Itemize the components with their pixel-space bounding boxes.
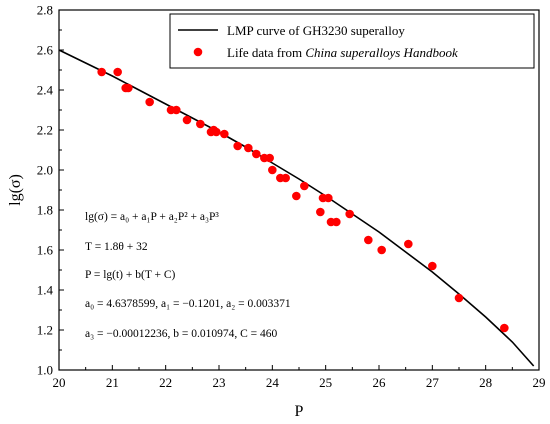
legend-label-life-data-italic: China superalloys Handbook (305, 45, 458, 60)
legend: LMP curve of GH3230 superalloy Life data… (169, 13, 535, 69)
lmp-curve-layer (58, 49, 535, 367)
life-data-point (244, 143, 253, 153)
x-tick-label: 20 (53, 375, 66, 390)
life-data-point (300, 181, 309, 191)
life-data-point (345, 209, 354, 219)
life-data-point (172, 105, 181, 115)
legend-dot-swatch (193, 47, 203, 57)
life-data-point (233, 141, 242, 151)
y-tick-label: 1.2 (37, 323, 53, 338)
y-tick-label: 2.6 (37, 43, 54, 58)
legend-label-lmp-curve: LMP curve of GH3230 superalloy (227, 23, 405, 38)
equation-coefficients-a0-a2: a₀ = 4.6378599, a₁ = −0.1201, a₂ = 0.003… (85, 298, 291, 310)
x-tick-label: 24 (266, 375, 280, 390)
life-data-point (97, 67, 106, 77)
y-tick-label: 1.8 (37, 203, 53, 218)
legend-label-life-data-prefix: Life data from (227, 45, 305, 60)
life-data-point (220, 129, 229, 139)
y-axis: 1.0 1.2 1.4 1.6 1.8 2.0 2.2 2.4 2.6 2.8 (37, 3, 64, 378)
y-axis-title: lg(σ) (7, 174, 24, 206)
life-data-point (404, 239, 413, 249)
x-tick-label: 23 (213, 375, 226, 390)
life-data-point (332, 217, 341, 227)
life-data-point (182, 115, 192, 125)
life-data-point (377, 245, 386, 255)
y-tick-label: 2.8 (37, 3, 53, 18)
equation-annotations: lg(σ) = a₀ + a₁P + a₂P² + a₃P³ T = 1.8θ … (85, 211, 291, 340)
life-data-point (268, 165, 277, 175)
equation-temperature: T = 1.8θ + 32 (85, 241, 148, 253)
y-tick-label: 1.4 (37, 283, 54, 298)
lmp-curve-line (58, 49, 535, 367)
legend-box (169, 13, 535, 69)
life-data-point (265, 153, 274, 163)
x-tick-label: 26 (373, 375, 387, 390)
y-tick-label: 2.2 (37, 123, 53, 138)
x-tick-label: 29 (533, 375, 546, 390)
life-data-point (324, 193, 333, 203)
life-data-point (292, 191, 301, 201)
life-data-point (428, 261, 437, 271)
equation-lmp-polynomial: lg(σ) = a₀ + a₁P + a₂P² + a₃P³ (85, 211, 219, 223)
life-data-point (281, 173, 290, 183)
life-data-point (196, 119, 205, 129)
x-tick-label: 21 (106, 375, 119, 390)
equation-parameter-p: P = lg(t) + b(T + C) (85, 269, 176, 281)
y-tick-label: 1.0 (37, 363, 53, 378)
x-tick-label: 27 (426, 375, 440, 390)
life-data-point (500, 323, 509, 333)
life-data-point (252, 149, 261, 159)
life-data-point (364, 235, 373, 245)
y-tick-label: 1.6 (37, 243, 54, 258)
life-data-point (454, 293, 464, 303)
legend-label-life-data: Life data from China superalloys Handboo… (227, 45, 458, 60)
x-tick-label: 22 (159, 375, 172, 390)
y-tick-label: 2.0 (37, 163, 53, 178)
x-tick-label: 25 (319, 375, 332, 390)
life-data-point (124, 83, 133, 93)
life-data-point (212, 127, 221, 137)
life-data-point (145, 97, 154, 107)
x-axis-title: P (295, 403, 304, 420)
life-data-point (316, 207, 325, 217)
life-data-points-layer (97, 67, 509, 333)
life-data-point (113, 67, 122, 77)
x-axis: 20 21 22 23 24 25 26 27 28 29 (53, 365, 546, 390)
equation-coefficients-a3-b-c: a₃ = −0.00012236, b = 0.010974, C = 460 (85, 328, 277, 340)
x-tick-label: 28 (479, 375, 492, 390)
y-tick-label: 2.4 (37, 83, 54, 98)
